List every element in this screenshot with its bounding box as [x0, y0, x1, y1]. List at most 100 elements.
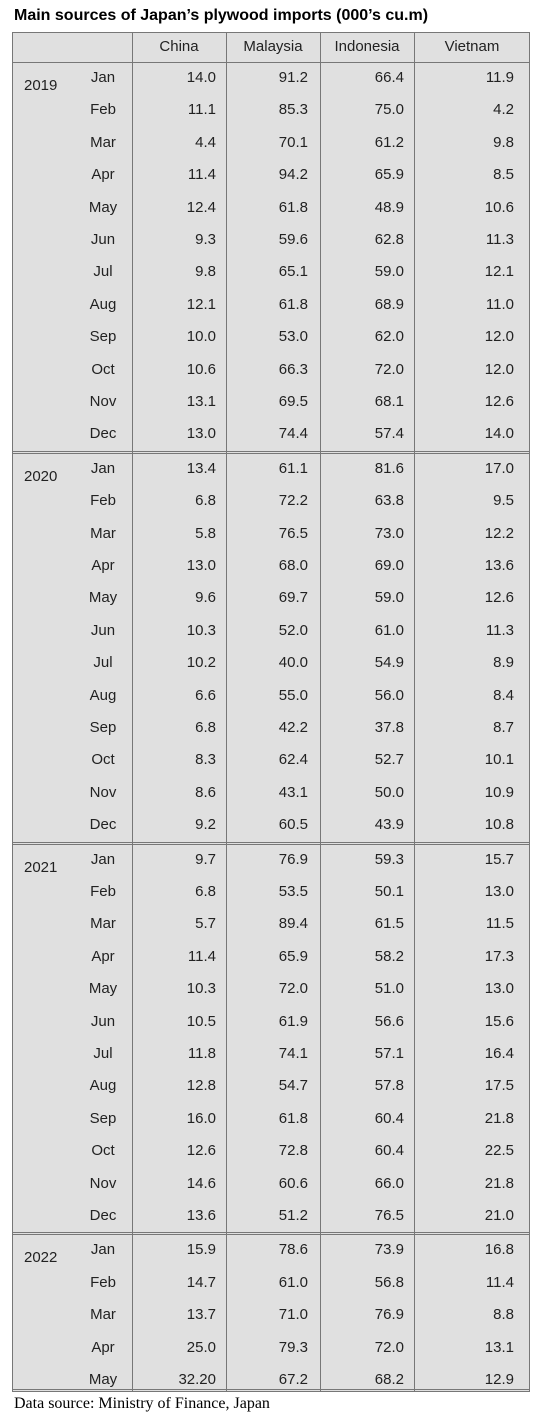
cell-value: 54.9 — [374, 654, 404, 672]
cell-value: 71.0 — [278, 1306, 308, 1324]
cell-value: 9.6 — [195, 589, 216, 607]
cell-value: 61.0 — [374, 621, 404, 639]
cell-value: 11.4 — [187, 947, 216, 965]
cell-value: 11.0 — [485, 295, 514, 313]
cell-value: 10.0 — [186, 328, 216, 346]
month-label: Jun — [90, 231, 116, 248]
cell-value: 60.6 — [278, 1174, 308, 1192]
cell-value: 11.9 — [485, 69, 514, 86]
cell-value: 73.9 — [374, 1241, 404, 1259]
cell-value: 72.0 — [374, 360, 404, 378]
month-label: Oct — [91, 1142, 115, 1160]
cell-value: 13.1 — [484, 1338, 514, 1356]
cell-value: 10.9 — [484, 783, 514, 801]
cell-value: 76.9 — [278, 850, 308, 868]
cell-value: 57.1 — [374, 1045, 404, 1062]
month-label: Aug — [89, 1077, 117, 1095]
month-label: Dec — [89, 1207, 117, 1224]
month-label: Sep — [89, 1109, 117, 1127]
cell-value: 9.8 — [493, 133, 514, 151]
month-label: Apr — [91, 557, 115, 574]
cell-value: 9.3 — [195, 231, 216, 248]
cell-value: 11.1 — [187, 101, 216, 119]
cell-value: 57.8 — [374, 1077, 404, 1095]
cell-value: 11.4 — [187, 166, 216, 184]
cell-value: 75.0 — [374, 101, 404, 119]
month-label: Aug — [89, 295, 117, 313]
cell-value: 12.8 — [186, 1077, 216, 1095]
group-line — [12, 1234, 530, 1236]
cell-value: 69.5 — [278, 393, 308, 410]
cell-value: 85.3 — [278, 101, 308, 119]
cell-value: 11.8 — [187, 1045, 216, 1062]
cell-value: 68.9 — [374, 295, 404, 313]
cell-value: 14.7 — [186, 1273, 216, 1291]
cell-value: 61.2 — [374, 133, 404, 151]
month-label: Nov — [89, 1174, 117, 1192]
cell-value: 74.1 — [278, 1045, 308, 1062]
title: Main sources of Japan’s plywood imports … — [14, 7, 429, 24]
month-label: Dec — [89, 816, 117, 834]
column-header: Indonesia — [334, 38, 400, 55]
month-label: Feb — [90, 492, 116, 510]
cell-value: 14.6 — [186, 1174, 216, 1192]
cell-value: 50.0 — [374, 783, 404, 801]
month-label: May — [88, 980, 118, 998]
cell-value: 12.1 — [186, 295, 216, 313]
month-label: Jan — [90, 459, 116, 477]
cell-value: 13.1 — [186, 393, 216, 410]
cell-value: 16.8 — [484, 1241, 514, 1259]
cell-value: 65.1 — [278, 263, 308, 281]
cell-value: 60.4 — [374, 1142, 404, 1160]
cell-value: 11.4 — [485, 1273, 514, 1291]
group-line — [12, 1391, 530, 1392]
cell-value: 10.2 — [186, 654, 216, 672]
month-label: Feb — [90, 883, 116, 900]
cell-value: 8.4 — [493, 686, 514, 704]
month-label: Jul — [93, 1045, 113, 1062]
cell-value: 13.6 — [186, 1207, 216, 1224]
cell-value: 70.1 — [278, 133, 308, 151]
month-label: Apr — [91, 947, 115, 965]
cell-value: 61.8 — [278, 1109, 308, 1127]
cell-value: 42.2 — [278, 719, 308, 736]
cell-value: 13.0 — [484, 980, 514, 998]
cell-value: 66.3 — [278, 360, 308, 378]
cell-value: 51.2 — [278, 1207, 308, 1224]
cell-value: 10.1 — [484, 751, 514, 769]
cell-value: 9.2 — [195, 816, 216, 834]
month-label: Mar — [90, 1306, 116, 1324]
cell-value: 62.4 — [278, 751, 308, 769]
cell-value: 68.0 — [278, 557, 308, 574]
cell-value: 61.0 — [278, 1273, 308, 1291]
cell-value: 12.1 — [484, 263, 514, 281]
cell-value: 56.0 — [374, 686, 404, 704]
column-line — [320, 32, 321, 1392]
cell-value: 52.7 — [374, 751, 404, 769]
cell-value: 5.7 — [195, 915, 216, 933]
month-label: Jan — [90, 69, 116, 86]
cell-value: 76.5 — [278, 524, 308, 542]
column-header: Vietnam — [444, 38, 500, 55]
cell-value: 11.5 — [485, 915, 514, 933]
cell-value: 21.8 — [484, 1174, 514, 1192]
month-label: Jan — [90, 850, 116, 868]
cell-value: 57.4 — [374, 425, 404, 443]
year-label: 2022 — [24, 1249, 58, 1267]
cell-value: 61.9 — [278, 1012, 308, 1030]
column-line — [226, 32, 227, 1392]
month-label: Mar — [90, 524, 116, 542]
cell-value: 69.0 — [374, 557, 404, 574]
cell-value: 59.3 — [374, 850, 404, 868]
cell-value: 53.5 — [278, 883, 308, 900]
month-label: Mar — [90, 133, 116, 151]
cell-value: 66.0 — [374, 1174, 404, 1192]
cell-value: 94.2 — [278, 166, 308, 184]
cell-value: 9.7 — [195, 850, 216, 868]
cell-value: 65.9 — [278, 947, 308, 965]
cell-value: 73.0 — [374, 524, 404, 542]
cell-value: 91.2 — [278, 69, 308, 86]
cell-value: 43.9 — [374, 816, 404, 834]
cell-value: 17.3 — [484, 947, 514, 965]
cell-value: 72.0 — [374, 1338, 404, 1356]
